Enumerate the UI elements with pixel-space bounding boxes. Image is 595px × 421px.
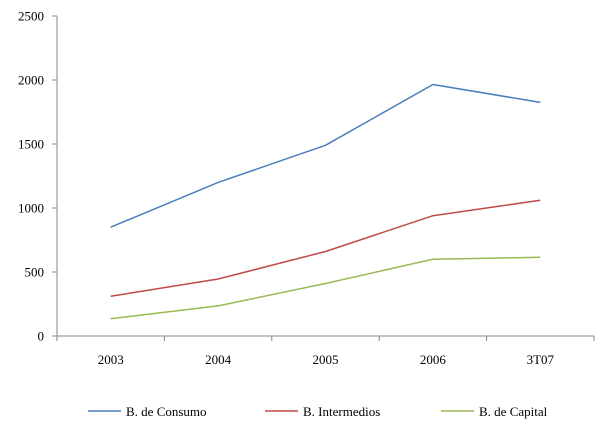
x-tick-label: 3T07 bbox=[527, 352, 555, 367]
legend: B. de Consumo B. Intermedios B. de Capital bbox=[88, 404, 548, 419]
y-tick-label: 1500 bbox=[18, 137, 44, 152]
legend-label: B. de Consumo bbox=[126, 404, 207, 419]
x-tick-label: 2003 bbox=[98, 352, 124, 367]
series-line-3 bbox=[110, 256, 541, 320]
y-tick-label: 0 bbox=[38, 329, 45, 344]
x-tick-label: 2006 bbox=[420, 352, 447, 367]
x-tick-label: 2005 bbox=[313, 352, 339, 367]
y-tick-label: 500 bbox=[25, 265, 45, 280]
legend-label: B. Intermedios bbox=[303, 404, 380, 419]
x-tick-label: 2004 bbox=[205, 352, 232, 367]
series-lines bbox=[110, 83, 541, 320]
y-tick-label: 2000 bbox=[18, 73, 44, 88]
axes bbox=[56, 16, 594, 337]
series-line-2 bbox=[110, 199, 541, 298]
legend-label: B. de Capital bbox=[479, 404, 548, 419]
y-axis-ticks: 0 500 1000 1500 2000 2500 bbox=[18, 9, 57, 344]
x-axis-ticks: 2003 2004 2005 2006 3T07 bbox=[56, 336, 595, 367]
y-tick-label: 2500 bbox=[18, 9, 44, 24]
y-tick-label: 1000 bbox=[18, 201, 44, 216]
series-line-1 bbox=[110, 83, 541, 228]
